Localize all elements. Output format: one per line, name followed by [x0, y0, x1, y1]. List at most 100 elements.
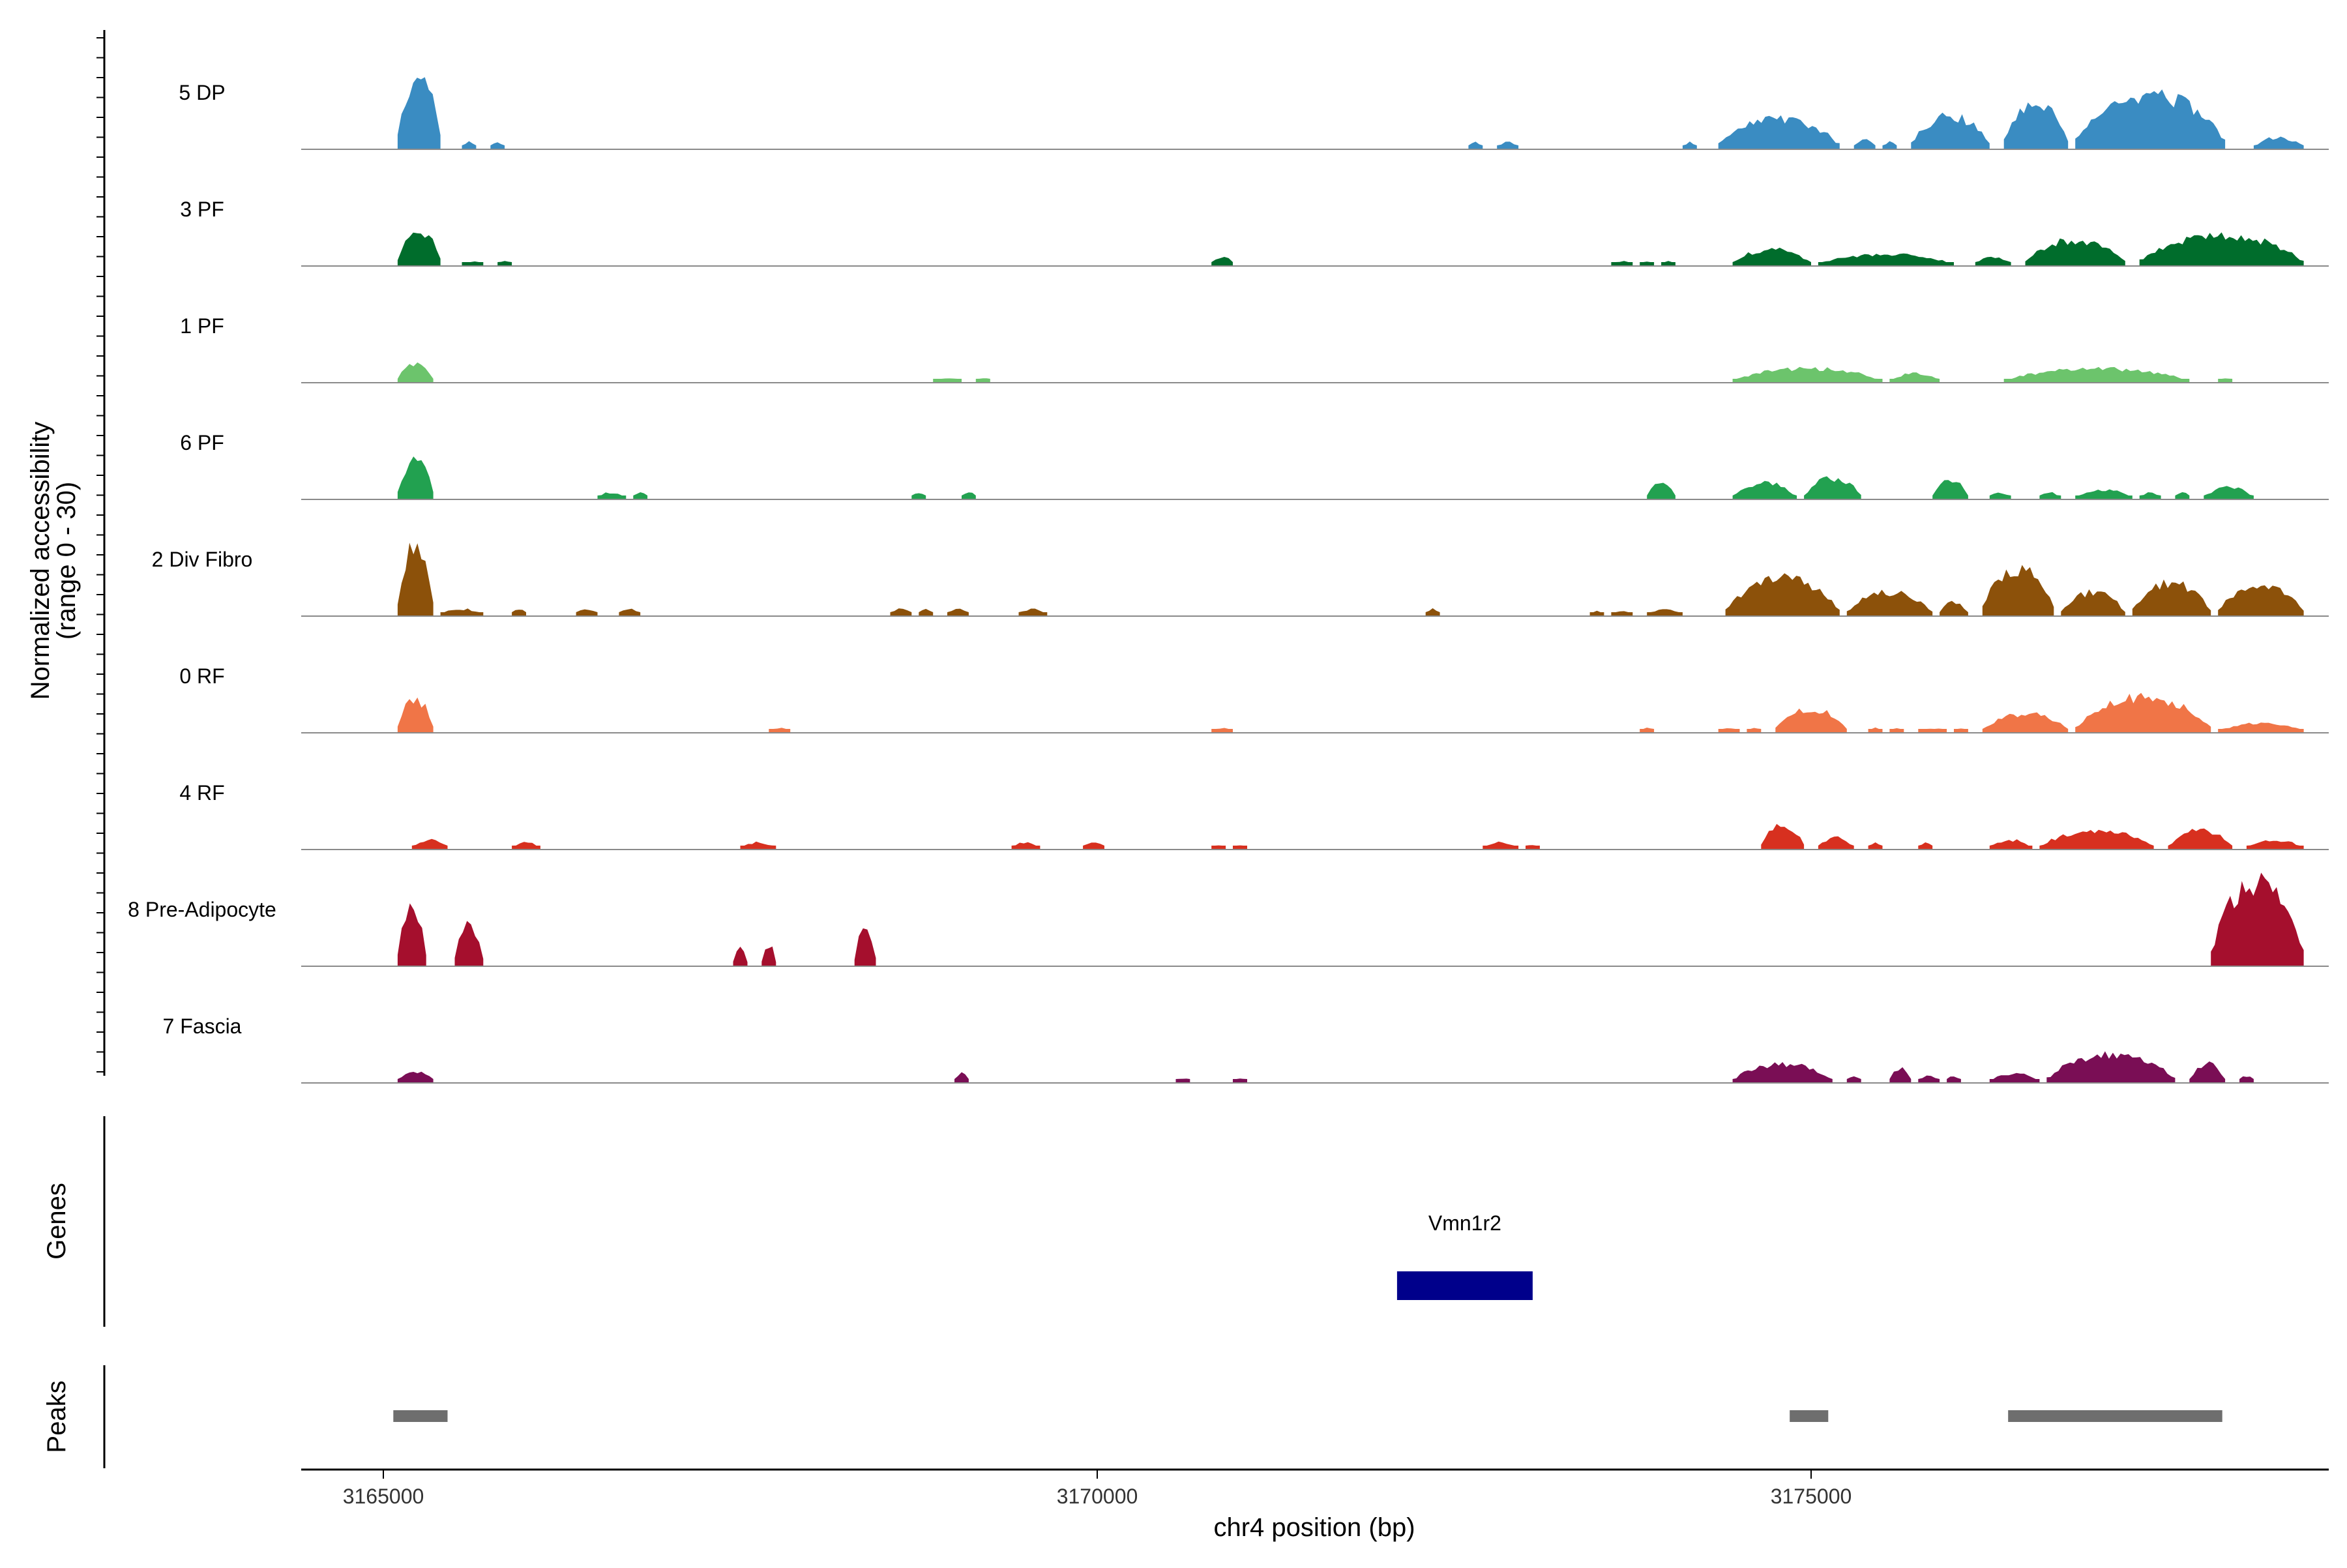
track-5: 0 RF — [179, 664, 2329, 733]
coverage-area — [890, 608, 912, 616]
coverage-area — [1982, 712, 2069, 733]
track-8: 7 Fascia — [163, 1014, 2329, 1084]
coverage-area — [1932, 480, 1968, 499]
coverage-area — [1775, 708, 1847, 733]
coverage-area — [1425, 608, 1440, 616]
coverage-area — [975, 378, 990, 383]
coverage-area — [1661, 261, 1675, 266]
track-label: 0 RF — [179, 664, 224, 688]
coverage-area — [1889, 728, 1904, 733]
coverage-area — [2211, 872, 2304, 966]
coverage-area — [1940, 600, 1968, 616]
track-label: 4 RF — [179, 781, 224, 805]
coverage-area — [1918, 728, 1947, 733]
peak-bar — [2008, 1410, 2222, 1422]
coverage-area — [1611, 261, 1633, 266]
coverage-area — [947, 608, 969, 616]
coverage-area — [1947, 1076, 1961, 1083]
coverage-area — [1868, 727, 1883, 733]
coverage-area — [769, 728, 791, 733]
coverage-area — [576, 609, 598, 616]
coverage-area — [1761, 823, 1805, 850]
coverage-area — [1718, 115, 1840, 149]
coverage-area — [1982, 565, 2054, 616]
coverage-area — [2075, 692, 2211, 733]
coverage-area — [1989, 1072, 2040, 1083]
gene-label: Vmn1r2 — [1428, 1211, 1501, 1235]
coverage-area — [1018, 608, 1048, 616]
y-axis-title: Normalized accessibility — [26, 422, 55, 700]
coverage-area — [1747, 728, 1762, 733]
coverage-area — [2139, 492, 2161, 499]
coverage-area — [462, 261, 484, 266]
coverage-area — [1889, 372, 1940, 383]
coverage-area — [1211, 845, 1226, 850]
coverage-area — [1732, 1062, 1833, 1083]
coverage-area — [1804, 476, 1861, 499]
coverage-area — [1918, 842, 1933, 850]
coverage-area — [2253, 136, 2304, 149]
coverage-area — [1233, 845, 1247, 850]
coverage-area — [2204, 486, 2254, 499]
y-axis-subtitle: (range 0 - 30) — [52, 482, 81, 640]
genes-panel: Genes Vmn1r2 — [42, 1116, 1533, 1327]
coverage-area — [2061, 589, 2125, 616]
coverage-area — [1989, 839, 2033, 850]
coverage-area — [1911, 112, 1990, 149]
coverage-area — [1918, 1075, 1940, 1083]
coverage-area — [2175, 492, 2190, 499]
coverage-area — [911, 493, 926, 499]
coverage-area — [633, 492, 648, 499]
coverage-area — [490, 142, 505, 149]
x-tick-label: 3165000 — [343, 1485, 424, 1508]
peak-bar — [1790, 1410, 1829, 1422]
coverage-area — [962, 492, 976, 499]
coverage-area — [2239, 1076, 2254, 1083]
track-label: 3 PF — [180, 198, 224, 221]
coverage-area — [397, 456, 434, 499]
track-label: 2 Div Fibro — [152, 548, 253, 571]
gene-body — [1396, 1271, 1533, 1300]
coverage-area — [1611, 611, 1633, 616]
track-0: 5 DP — [179, 77, 2329, 150]
coverage-area — [1954, 728, 1968, 733]
coverage-area — [854, 928, 876, 966]
coverage-area — [1497, 141, 1519, 149]
coverage-area — [2189, 1061, 2226, 1083]
track-4: 2 Div Fibro — [152, 542, 2329, 617]
coverage-area — [1882, 141, 1897, 149]
coverage-area — [397, 362, 434, 383]
coverage-area — [1589, 610, 1604, 616]
coverage-area — [1868, 842, 1883, 850]
x-tick-label: 3170000 — [1057, 1485, 1138, 1508]
coverage-area — [497, 261, 512, 266]
track-label: 6 PF — [180, 431, 224, 454]
coverage-area — [1818, 836, 1854, 850]
coverage-area — [1989, 492, 2011, 499]
track-3: 6 PF — [180, 431, 2329, 500]
x-tick-label: 3175000 — [1771, 1485, 1852, 1508]
coverage-area — [454, 921, 484, 966]
coverage-area — [397, 697, 434, 733]
coverage-area — [397, 232, 441, 266]
coverage-area — [1846, 589, 1933, 616]
coverage-area — [1647, 609, 1683, 616]
coverage-area — [2218, 585, 2304, 616]
coverage-area — [1818, 253, 1954, 266]
coverage-area — [2132, 579, 2211, 616]
coverage-area — [1483, 841, 1519, 850]
track-1: 3 PF — [180, 198, 2329, 267]
coverage-area — [1640, 261, 1655, 266]
track-label: 5 DP — [179, 81, 225, 104]
coverage-area — [2139, 232, 2304, 266]
coverage-area — [512, 842, 540, 850]
coverage-area — [1732, 481, 1797, 499]
coverage-area — [397, 903, 426, 966]
coverage-area — [411, 838, 448, 850]
coverage-area — [1725, 573, 1840, 616]
coverage-area — [2246, 840, 2304, 850]
coverage-area — [2003, 102, 2069, 149]
x-axis: 3165000 3170000 3175000 — [301, 1468, 2329, 1508]
